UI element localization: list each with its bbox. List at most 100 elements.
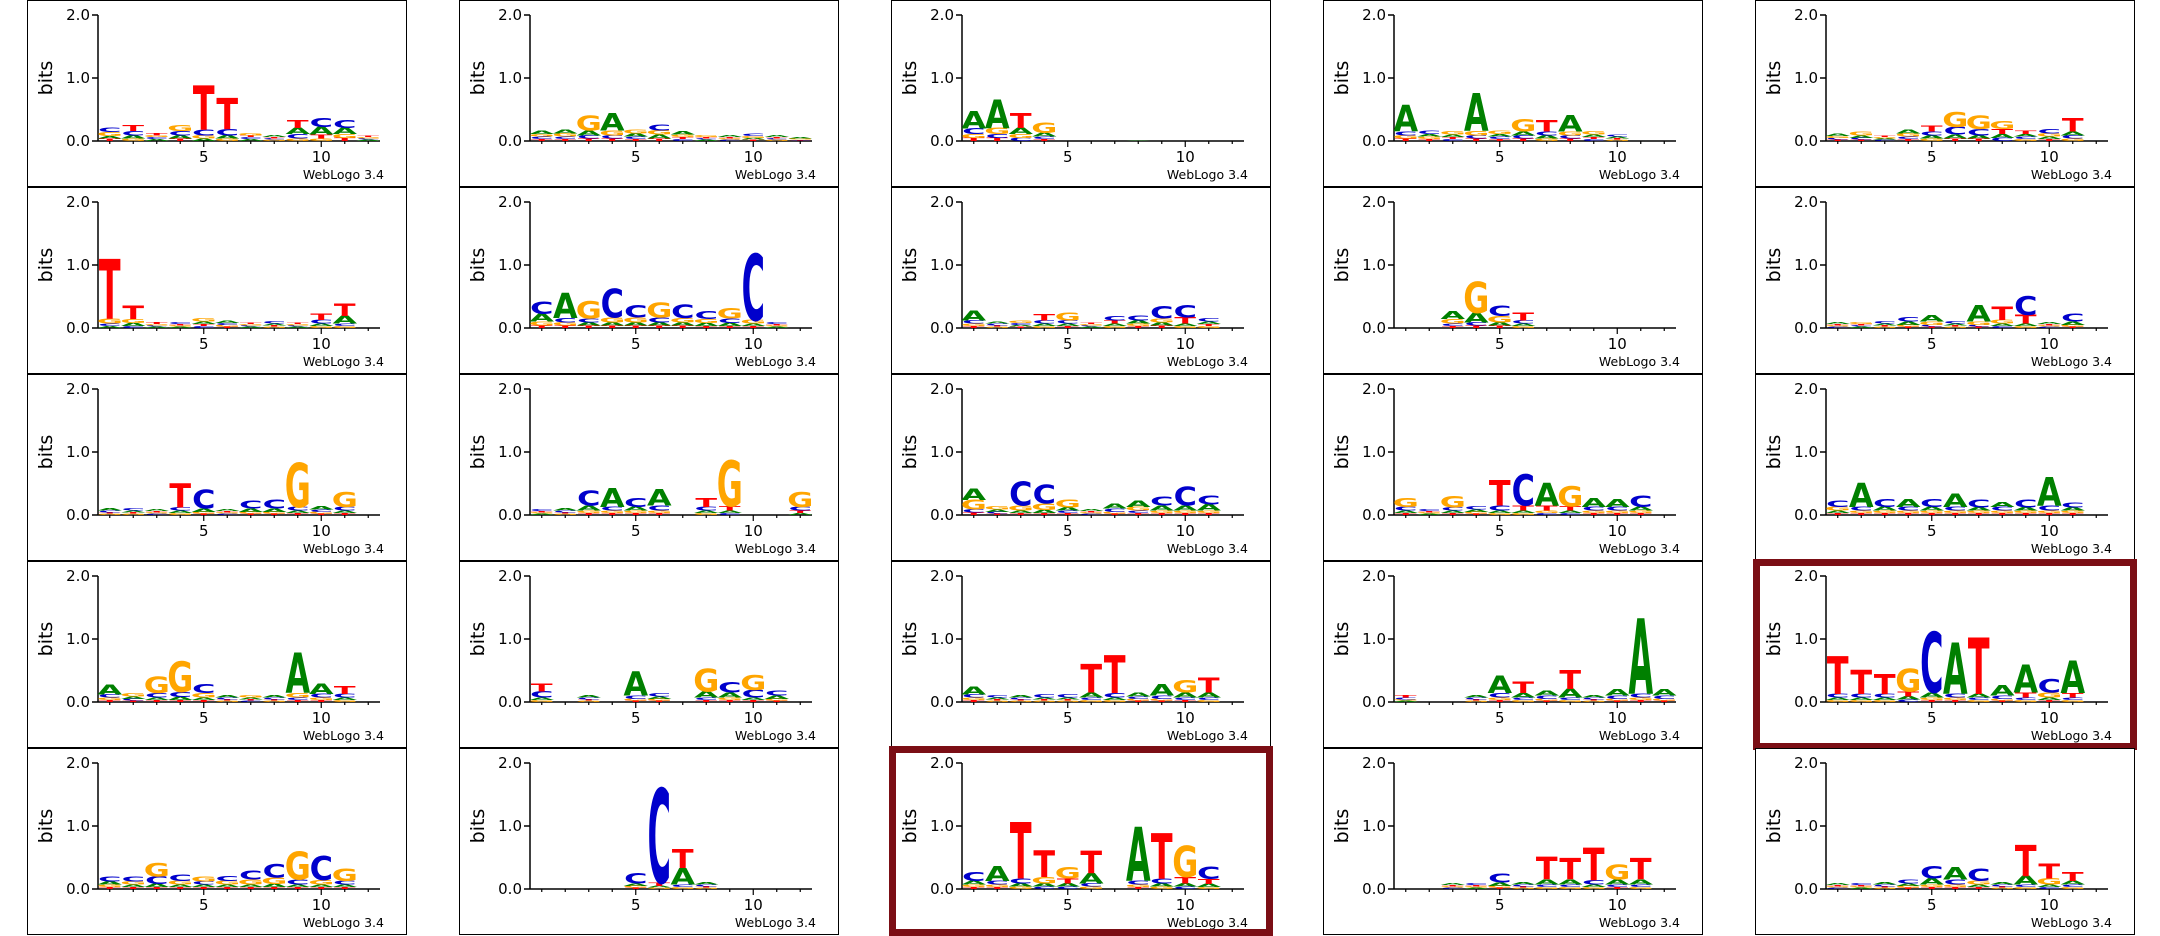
x-tick-label: 10 bbox=[1176, 896, 1195, 914]
x-tick-label: 5 bbox=[1495, 335, 1505, 353]
logo-letter-g: G bbox=[2060, 324, 2086, 327]
logo-letter-a: A bbox=[1872, 506, 1897, 512]
logo-letter-a: A bbox=[215, 509, 240, 512]
logo-letter-g: G bbox=[1487, 697, 1513, 701]
logo-letter-g: G bbox=[1942, 697, 1968, 701]
logo-letter-t: T bbox=[1080, 846, 1102, 882]
logo-letter-a: A bbox=[1417, 134, 1442, 138]
logo-letter-a: A bbox=[1032, 883, 1057, 888]
logo-letter-g: G bbox=[2013, 510, 2039, 514]
logo-letter-a: A bbox=[1896, 497, 1922, 509]
logo-letter-a: A bbox=[1126, 499, 1151, 509]
logo-letter-a: A bbox=[144, 697, 169, 701]
logo-letter-c: C bbox=[1606, 695, 1629, 700]
logo-letter-g: G bbox=[670, 317, 696, 324]
logo-letter-t: T bbox=[1198, 674, 1221, 698]
x-tick-label: 10 bbox=[2040, 522, 2059, 540]
y-axis-label: bits bbox=[899, 61, 921, 96]
logo-letter-a: A bbox=[262, 323, 287, 326]
logo-letter-g: G bbox=[1031, 326, 1057, 329]
logo-letter-t: T bbox=[1536, 700, 1559, 702]
x-tick-label: 5 bbox=[1063, 148, 1073, 166]
logo-letter-c: C bbox=[765, 322, 788, 325]
logo-letter-a: A bbox=[576, 505, 601, 513]
logo-letter-a: A bbox=[1943, 323, 1968, 326]
logo-letter-g: G bbox=[646, 129, 672, 136]
logo-letter-a: A bbox=[694, 510, 719, 514]
logo-letter-g: G bbox=[1942, 109, 1968, 133]
logo-letter-g: G bbox=[1581, 700, 1607, 702]
logo-letter-a: A bbox=[1990, 882, 2015, 886]
x-tick-label: 5 bbox=[199, 896, 209, 914]
logo-letter-g: G bbox=[1872, 510, 1898, 514]
logo-letter-c: C bbox=[1056, 694, 1079, 699]
logo-letter-a: A bbox=[168, 510, 193, 514]
logo-letter-t: T bbox=[963, 326, 986, 329]
logo-letter-t: T bbox=[719, 505, 741, 512]
logo-letter-t: T bbox=[986, 699, 1009, 701]
logo-letter-g: G bbox=[1534, 887, 1560, 890]
x-tick-label: 5 bbox=[1495, 148, 1505, 166]
logo-letter-c: C bbox=[962, 694, 985, 699]
logo-letter-c: C bbox=[1850, 325, 1873, 327]
logo-letter-a: A bbox=[1605, 879, 1630, 887]
logo-letter-c: C bbox=[624, 870, 647, 886]
y-tick-label: 1.0 bbox=[66, 443, 90, 461]
y-tick-label: 2.0 bbox=[1362, 754, 1386, 772]
logo-letter-a: A bbox=[1149, 322, 1174, 327]
logo-letter-a: A bbox=[332, 884, 357, 888]
logo-letter-a: A bbox=[1990, 501, 2015, 509]
logo-letter-c: C bbox=[530, 136, 553, 140]
logo-letter-c: C bbox=[695, 138, 718, 140]
y-axis-label: bits bbox=[467, 248, 489, 283]
logo-letter-a: A bbox=[1849, 326, 1874, 328]
logo-letter-g: G bbox=[1848, 510, 1874, 514]
x-tick-label: 10 bbox=[312, 522, 331, 540]
weblogo-brand: WebLogo 3.4 bbox=[303, 728, 384, 743]
y-tick-label: 0.0 bbox=[1362, 132, 1386, 150]
logo-letter-a: A bbox=[985, 321, 1010, 324]
x-tick-label: 10 bbox=[1608, 522, 1627, 540]
y-axis-label: bits bbox=[467, 435, 489, 470]
logo-letter-c: C bbox=[1009, 475, 1032, 514]
logo-panel: bits 0.0 1.0 2.0 5 10 WebLogo 3.4 T A C G A G T C T A C G T… bbox=[1323, 374, 1703, 561]
logo-panel: bits 0.0 1.0 2.0 5 10 WebLogo 3.4 T G C A G T A C G T C A G… bbox=[891, 561, 1271, 748]
logo-letter-g: G bbox=[1557, 700, 1583, 703]
logo-letter-g: G bbox=[961, 323, 987, 327]
x-tick-label: 5 bbox=[199, 148, 209, 166]
logo-letter-a: A bbox=[1534, 690, 1559, 698]
logo-letter-t: T bbox=[531, 325, 553, 329]
logo-letter-a: A bbox=[961, 486, 986, 504]
logo-letter-t: T bbox=[1465, 699, 1488, 701]
logo-letter-c: C bbox=[1127, 880, 1150, 886]
logo-letter-t: T bbox=[1010, 326, 1033, 328]
logo-letter-t: T bbox=[625, 139, 648, 142]
logo-letter-c: C bbox=[1535, 884, 1558, 888]
logo-letter-c: C bbox=[1009, 697, 1032, 700]
y-tick-label: 1.0 bbox=[66, 69, 90, 87]
logo-letter-c: C bbox=[2061, 135, 2084, 140]
logo-letter-g: G bbox=[1440, 131, 1466, 136]
logo-letter-t: T bbox=[2038, 860, 2061, 884]
logo-letter-g: G bbox=[1989, 698, 2015, 701]
logo-letter-a: A bbox=[1487, 134, 1512, 138]
logo-letter-t: T bbox=[1536, 117, 1558, 135]
logo-letter-c: C bbox=[169, 691, 192, 699]
logo-letter-t: T bbox=[1198, 324, 1221, 327]
logo-letter-a: A bbox=[1032, 132, 1057, 138]
logo-letter-a: A bbox=[1919, 877, 1944, 887]
logo-letter-t: T bbox=[578, 699, 601, 701]
logo-letter-t: T bbox=[1512, 505, 1534, 513]
logo-letter-c: C bbox=[2014, 697, 2037, 701]
logo-letter-g: G bbox=[261, 700, 287, 702]
logo-letter-t: T bbox=[1033, 139, 1056, 142]
logo-letter-a: A bbox=[1558, 687, 1583, 701]
logo-letter-g: G bbox=[332, 133, 358, 139]
logo-letter-c: C bbox=[1967, 865, 1990, 885]
logo-letter-t: T bbox=[310, 134, 332, 140]
logo-letter-a: A bbox=[1173, 883, 1198, 888]
logo-letter-t: T bbox=[742, 700, 765, 703]
logo-letter-a: A bbox=[764, 135, 789, 138]
logo-letter-t: T bbox=[1442, 137, 1465, 140]
